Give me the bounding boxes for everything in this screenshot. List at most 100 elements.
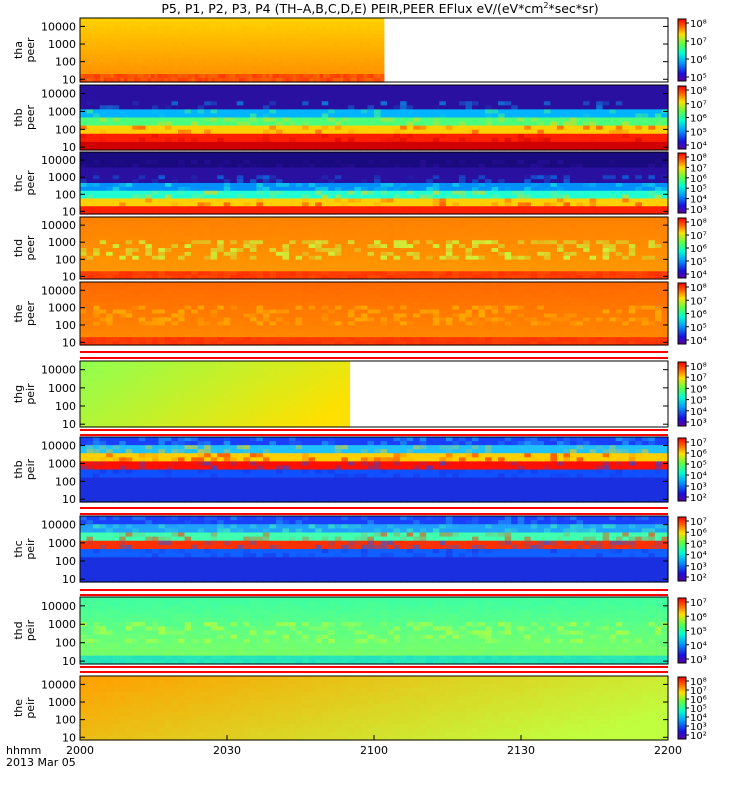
spectrogram-cell <box>347 117 355 123</box>
spectrogram-cell <box>86 155 94 161</box>
spectrogram-cell <box>635 133 643 139</box>
spectrogram-cell <box>292 22 297 27</box>
spectrogram-cell <box>295 217 303 222</box>
spectrogram-cell <box>406 163 414 169</box>
spectrogram-cell <box>380 179 388 184</box>
spectrogram-cell <box>132 263 140 268</box>
spectrogram-cell <box>218 58 223 63</box>
spectrogram-cell <box>158 121 166 127</box>
spectrogram-cell <box>210 228 218 234</box>
spectrogram-cell <box>194 26 199 31</box>
spectrogram-cell <box>556 167 565 172</box>
spectrogram-cell <box>184 224 192 230</box>
spectrogram-cell <box>347 171 355 176</box>
spectrogram-cell <box>140 54 145 59</box>
spectrogram-cell <box>432 97 440 102</box>
spectrogram-cell <box>282 183 290 188</box>
spectrogram-cell <box>282 105 290 110</box>
spectrogram-cell <box>112 183 120 188</box>
spectrogram-cell <box>583 190 591 196</box>
colorbar-tick-label: 10⁵ <box>690 73 707 84</box>
spectrogram-cell <box>119 175 127 180</box>
spectrogram-cell <box>184 251 192 257</box>
spectrogram-cell <box>106 145 114 151</box>
spectrogram-cell <box>204 220 212 226</box>
spectrogram-cell <box>191 152 199 157</box>
spectrogram-cell <box>445 133 453 139</box>
spectrogram-cell <box>282 58 287 63</box>
spectrogram-cell <box>83 30 88 35</box>
spectrogram-cell <box>524 159 532 165</box>
spectrogram-cell <box>334 155 342 161</box>
spectrogram-cell <box>406 190 414 196</box>
spectrogram-cell <box>306 74 311 79</box>
spectrogram-cell <box>319 18 324 23</box>
spectrogram-cell <box>354 163 362 169</box>
spectrogram-cell <box>125 240 133 245</box>
spectrogram-cell <box>380 58 385 63</box>
spectrogram-cell <box>99 255 107 261</box>
spectrogram-cell <box>530 105 538 110</box>
spectrogram-cell <box>367 198 375 203</box>
spectrogram-cell <box>524 109 532 115</box>
spectrogram-cell <box>258 70 263 75</box>
spectrogram-cell <box>255 38 260 43</box>
spectrogram-cell <box>86 210 94 215</box>
spectrogram-cell <box>589 137 597 143</box>
spectrogram-cell <box>308 117 316 123</box>
spectrogram-cell <box>181 34 186 39</box>
spectrogram-cell <box>256 133 264 139</box>
spectrogram-cell <box>373 62 378 67</box>
spectrogram-cell <box>356 26 361 31</box>
spectrogram-cell <box>184 66 189 71</box>
spectrogram-cell <box>452 85 460 90</box>
spectrogram-cell <box>550 179 558 184</box>
spectrogram-cell <box>262 34 267 39</box>
spectrogram-cell <box>543 167 551 172</box>
spectrogram-cell <box>315 129 323 135</box>
spectrogram-cell <box>171 38 176 43</box>
spectrogram-cell <box>491 141 499 147</box>
spectrogram-cell <box>243 271 251 276</box>
spectrogram-cell <box>223 105 231 110</box>
spectrogram-cell <box>99 259 107 265</box>
spectrogram-cell <box>563 93 571 98</box>
spectrogram-cell <box>90 22 95 27</box>
spectrogram-cell <box>602 167 610 172</box>
spectrogram-cell <box>138 129 146 135</box>
spectrogram-cell <box>236 194 244 200</box>
spectrogram-cell <box>184 267 192 272</box>
spectrogram-cell <box>654 133 663 139</box>
spectrogram-cell <box>223 217 231 222</box>
spectrogram-cell <box>275 34 280 39</box>
spectrogram-cell <box>130 74 135 79</box>
spectrogram-cell <box>524 152 532 157</box>
spectrogram-cell <box>347 175 355 180</box>
spectrogram-cell <box>295 97 303 102</box>
spectrogram-cell <box>312 66 317 71</box>
spectrogram-cell <box>452 133 460 139</box>
spectrogram-cell <box>315 179 323 184</box>
spectrogram-cell <box>648 186 656 192</box>
spectrogram-cell <box>204 255 212 261</box>
spectrogram-cell <box>80 167 88 172</box>
spectrogram-cell <box>295 129 303 135</box>
spectrogram-cell <box>93 152 101 157</box>
spectrogram-cell <box>252 54 257 59</box>
spectrogram-cell <box>406 129 414 135</box>
spectrogram-cell <box>107 50 111 55</box>
spectrogram-cell <box>472 93 480 98</box>
spectrogram-cell <box>316 42 321 47</box>
spectrogram-cell <box>184 206 192 211</box>
spectrogram-cell <box>127 74 132 79</box>
spectrogram-cell <box>356 66 361 71</box>
spectrogram-cell <box>93 101 101 106</box>
spectrogram-cell <box>198 18 203 23</box>
spectrogram-cell <box>478 141 486 147</box>
spectrogram-cell <box>366 34 371 39</box>
spectrogram-cell <box>289 236 297 241</box>
spectrogram-cell <box>140 78 145 83</box>
spectrogram-cell <box>432 152 440 157</box>
spectrogram-cell <box>158 163 166 169</box>
spectrogram-cell <box>589 190 597 196</box>
